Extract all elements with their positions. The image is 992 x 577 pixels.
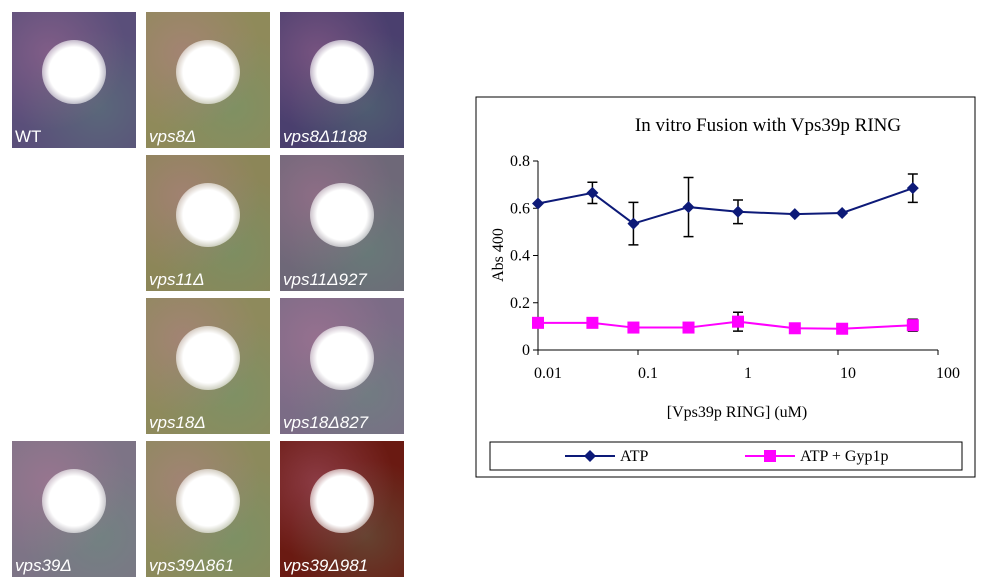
point xyxy=(532,317,544,329)
x-tick-label: 100 xyxy=(936,365,960,382)
point xyxy=(732,206,744,218)
point xyxy=(789,208,801,220)
point xyxy=(627,322,639,334)
y-tick-label: 0.8 xyxy=(510,153,530,170)
legend-label: ATP + Gyp1p xyxy=(800,448,888,465)
y-tick-label: 0.2 xyxy=(510,295,530,312)
page: {"panels": [ {"label": "WT", "italic": f… xyxy=(0,0,992,577)
point xyxy=(907,182,919,194)
point xyxy=(532,198,544,210)
point xyxy=(836,323,848,335)
legend-marker xyxy=(764,450,776,462)
x-tick-label: 10 xyxy=(840,365,856,382)
x-tick-label: 0.01 xyxy=(534,365,562,382)
point xyxy=(907,319,919,331)
x-tick-label: 0.1 xyxy=(638,365,658,382)
y-tick-label: 0.6 xyxy=(510,200,530,217)
point xyxy=(789,322,801,334)
point xyxy=(683,201,695,213)
chart: In vitro Fusion with Vps39p RING [Vps39p… xyxy=(0,0,992,577)
y-axis-label: Abs 400 xyxy=(490,228,507,282)
point xyxy=(586,317,598,329)
legend-marker xyxy=(584,450,596,462)
point xyxy=(732,316,744,328)
y-tick-label: 0 xyxy=(522,342,530,359)
x-tick-label: 1 xyxy=(744,365,752,382)
legend-box xyxy=(490,442,962,470)
legend-label: ATP xyxy=(620,448,649,465)
x-axis-label: [Vps39p RING] (uM) xyxy=(667,404,807,421)
y-tick-label: 0.4 xyxy=(510,248,530,265)
chart-title: In vitro Fusion with Vps39p RING xyxy=(635,115,901,136)
point xyxy=(683,322,695,334)
point xyxy=(836,207,848,219)
